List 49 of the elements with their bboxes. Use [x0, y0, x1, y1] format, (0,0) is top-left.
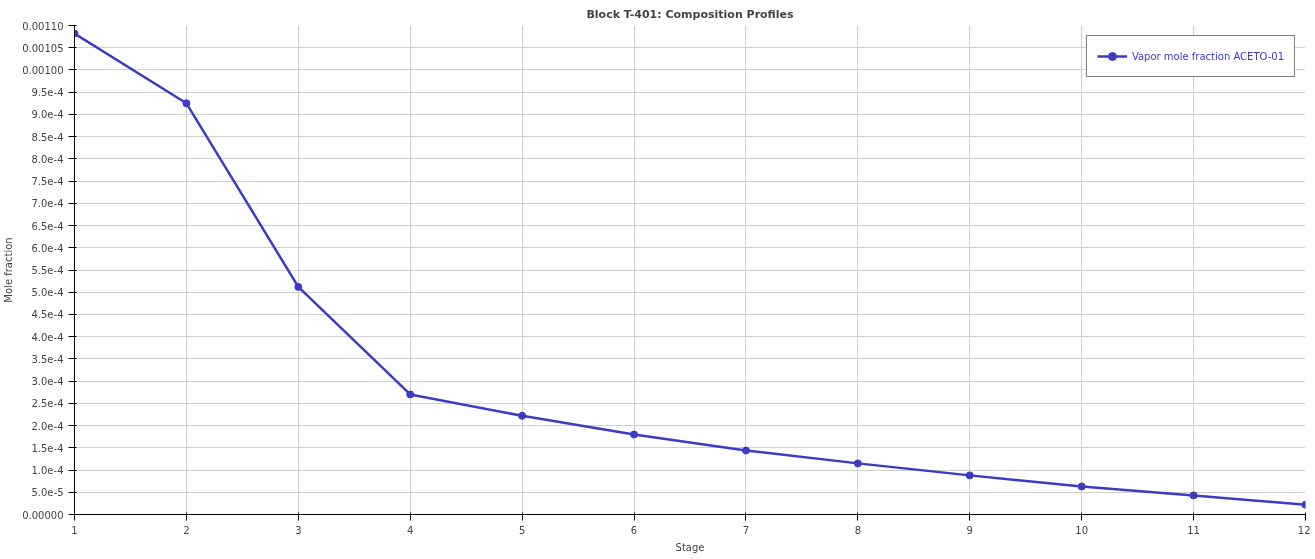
y-tick-label: 9.0e-4: [31, 109, 64, 121]
y-tick-label: 0.00100: [22, 64, 64, 76]
y-tick-label: 1.5e-4: [31, 442, 64, 454]
x-tick-label: 8: [854, 524, 862, 536]
x-tick-label: 6: [630, 524, 638, 536]
point: [406, 390, 415, 399]
y-tick-label: 5.0e-5: [31, 487, 64, 499]
y-tick-label: 9.5e-4: [31, 87, 64, 99]
y-tick-label: 7.5e-4: [31, 176, 64, 188]
y-tick-label: 2.5e-4: [31, 398, 64, 410]
chart-title: Block T-401: Composition Profiles: [586, 7, 794, 21]
x-tick-label: 9: [966, 524, 973, 536]
point: [741, 446, 750, 455]
x-tick-label: 4: [407, 524, 414, 536]
point: [182, 99, 191, 108]
x-tick-label: 2: [183, 524, 190, 536]
y-tick-label: 5.5e-4: [31, 265, 64, 276]
legend-label: Vapor mole fraction ACETO-01: [1131, 50, 1284, 62]
point: [630, 430, 639, 439]
x-tick-label: 10: [1075, 524, 1089, 536]
point: [294, 282, 303, 291]
y-tick-label: 3.0e-4: [31, 376, 64, 388]
y-tick-label: 0.00000: [22, 509, 64, 521]
y-tick-label: 7.0e-4: [31, 198, 64, 210]
point: [965, 471, 974, 480]
point: [1189, 491, 1198, 500]
x-tick-label: 5: [518, 524, 526, 536]
y-tick-label: 8.0e-4: [31, 153, 64, 165]
point: [518, 411, 527, 420]
x-tick-label: 1: [71, 524, 78, 536]
x-axis-title: Stage: [675, 541, 705, 553]
x-tick-label: 7: [742, 524, 750, 536]
point: [853, 459, 862, 468]
y-tick-label: 0.00105: [22, 42, 64, 54]
y-axis-title: Mole fraction: [3, 237, 15, 303]
y-tick-label: 6.5e-4: [31, 220, 64, 232]
y-tick-label: 2.0e-4: [31, 420, 64, 432]
y-tick-label: 6.0e-4: [31, 242, 64, 254]
y-tick-label: 4.0e-4: [31, 331, 64, 343]
point: [1077, 482, 1086, 491]
y-tick-label: 4.5e-4: [31, 309, 64, 321]
y-tick-label: 5.0e-4: [31, 287, 64, 299]
x-tick-label: 3: [295, 524, 302, 536]
x-tick-label: 11: [1187, 524, 1200, 536]
y-tick-label: 1.0e-4: [31, 465, 64, 477]
x-tick-label: 12: [1297, 524, 1311, 536]
y-tick-label: 8.5e-4: [31, 131, 64, 143]
y-tick-label: 0.00110: [22, 20, 64, 32]
y-tick-label: 3.5e-4: [31, 353, 64, 365]
